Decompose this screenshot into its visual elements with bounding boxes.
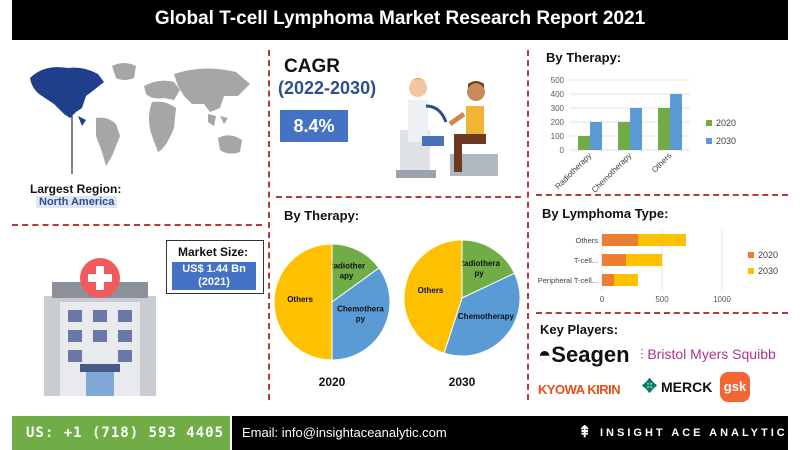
gsk-logo: gsk <box>720 372 750 402</box>
legend-label: 2030 <box>716 136 736 146</box>
bar-2030-1 <box>626 254 662 266</box>
divider <box>276 196 521 198</box>
divider <box>536 312 788 314</box>
pie-slice-others <box>403 239 463 354</box>
legend-swatch <box>748 252 754 258</box>
bar-2030-0 <box>590 122 602 150</box>
legend-swatch <box>706 120 712 126</box>
largest-region-value: North America <box>36 196 118 208</box>
bms-mark-icon: ⫶ <box>640 346 648 362</box>
x-tick-label: Chemotherapy <box>590 151 633 194</box>
bar-2030-1 <box>630 108 642 150</box>
pie-slice-label: Chemotherapy <box>458 312 515 321</box>
x-tick-label: 1000 <box>713 295 731 304</box>
pie-year-label: 2030 <box>449 375 476 389</box>
bar-2030-2 <box>614 274 638 286</box>
page-title: Global T-cell Lymphoma Market Research R… <box>12 0 788 40</box>
y-tick-label: T-cell... <box>574 256 598 265</box>
y-tick-label: 300 <box>551 104 565 113</box>
footer-email[interactable]: Email: info@insightaceanalytic.com <box>232 416 562 450</box>
bar-2030-2 <box>670 94 682 150</box>
pie-section-title: By Therapy: <box>284 208 360 223</box>
bar-2020-0 <box>578 136 590 150</box>
pie-slice-others <box>273 243 333 361</box>
x-tick-label: Radiotherapy <box>553 151 593 191</box>
y-tick-label: 0 <box>560 146 565 155</box>
divider <box>536 194 788 196</box>
pie-slice-radiotherapy <box>331 243 380 303</box>
y-tick-label: Others <box>575 236 598 245</box>
divider <box>12 224 262 226</box>
bar-2020-1 <box>602 254 626 266</box>
doctor-patient-icon <box>396 78 498 178</box>
cagr-title: CAGR <box>284 56 340 77</box>
bar-2030-0 <box>638 234 686 246</box>
seagen-mark-icon: ◓ <box>538 342 552 367</box>
legend-label: 2030 <box>758 266 778 276</box>
lymphoma-title: By Lymphoma Type: <box>542 206 669 221</box>
bms-logo: ⫶ Bristol Myers Squibb <box>640 346 776 362</box>
therapy-bar-chart: 0 100 200 300 400 500 RadiotherapyChemotherapy… <box>551 76 736 194</box>
pie-slice-chemotherapy <box>443 272 521 357</box>
y-tick-label: 400 <box>551 90 565 99</box>
legend-label: 2020 <box>716 118 736 128</box>
x-tick-label: Others <box>650 151 673 174</box>
y-tick-label: 500 <box>551 76 565 85</box>
bar-2020-2 <box>602 274 614 286</box>
bar-2020-2 <box>658 108 670 150</box>
bar-therapy-title: By Therapy: <box>546 50 622 65</box>
cagr-years: (2022-2030) <box>278 78 377 98</box>
legend-swatch <box>706 138 712 144</box>
market-size-value-box: US$ 1.44 Bn (2021) <box>172 262 256 290</box>
market-size-year: (2021) <box>198 276 230 288</box>
pie-slice-label: Others <box>418 286 444 295</box>
bar-2020-0 <box>602 234 638 246</box>
pie-slice-radiotherapy <box>461 239 516 299</box>
divider <box>527 50 529 400</box>
largest-region-label: Largest Region: <box>30 182 122 196</box>
bar-2020-1 <box>618 122 630 150</box>
seagen-logo: ◓Seagen <box>538 342 630 367</box>
pie-year-label: 2020 <box>319 375 346 389</box>
market-size-label: Market Size: <box>178 245 249 259</box>
therapy-pie-charts: Radiother apy Chemothera py Others 2020 Radiot… <box>273 239 521 389</box>
lymphoma-bar-chart: 0 500 1000 Others T-cell... Peripheral T-cell… <box>538 230 778 304</box>
footer-phone[interactable]: US: +1 (718) 593 4405 <box>12 416 230 450</box>
key-players-title: Key Players: <box>540 322 619 337</box>
y-tick-label: 100 <box>551 132 565 141</box>
world-map-icon <box>30 63 250 174</box>
x-tick-label: 500 <box>655 295 669 304</box>
cagr-value: 8.4% <box>280 110 348 142</box>
merck-mark-icon: ✥ <box>642 376 658 396</box>
footer-brand: ⇞ INSIGHT ACE ANALYTIC <box>562 416 788 450</box>
hospital-icon <box>44 258 156 396</box>
y-tick-label: 200 <box>551 118 565 127</box>
market-size-value: US$ 1.44 Bn <box>182 263 246 275</box>
pie-slice-label: Others <box>287 295 313 304</box>
brand-logo-icon: ⇞ <box>578 424 592 441</box>
legend-swatch <box>748 268 754 274</box>
kyowa-kirin-logo: KYOWA KIRIN <box>538 382 621 397</box>
pie-slice-chemotherapy <box>331 267 391 361</box>
y-tick-label: Peripheral T-cell... <box>538 276 598 285</box>
merck-logo: ✥ MERCK <box>642 376 713 396</box>
legend-label: 2020 <box>758 250 778 260</box>
divider <box>268 50 270 400</box>
x-tick-label: 0 <box>600 295 605 304</box>
